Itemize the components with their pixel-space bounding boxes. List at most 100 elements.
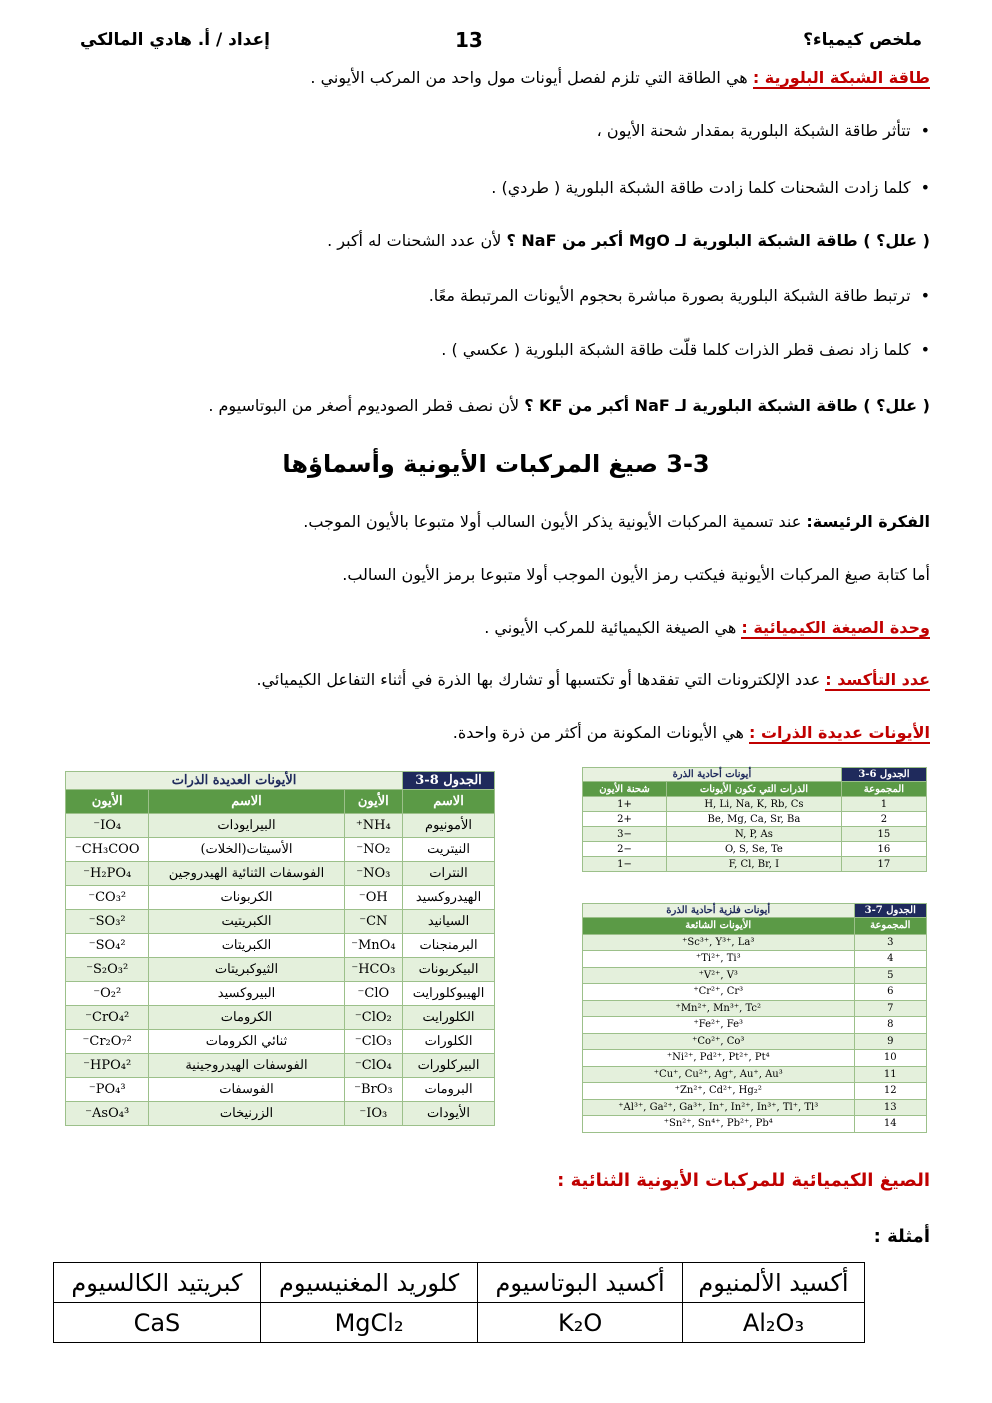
text: لأن عدد الشحنات له أكبر . [327,231,502,250]
cell: N, P, As [666,826,842,842]
header-row: المجموعة الذرات التي تكون الأيونات شحنة ال… [581,781,928,797]
compound-name: كلوريد المغنيسيوم [259,1262,479,1303]
table-8-3: الجدول 8-3 الأيونات العديدة الذرات الاسم ال… [64,771,495,1126]
table-row: 15 N, P, As −3 [581,826,928,842]
cell: ClO⁻ [343,981,404,1006]
cell: 11 [853,1065,928,1083]
cell: Ni²⁺, Pd²⁺, Pt²⁺, Pt⁴⁺ [582,1049,855,1067]
author: إعداد / أ. هادي المالكي [80,30,270,50]
cell: 8 [853,1016,928,1034]
question: ( علل؟ ) طاقة الشبكة البلورية لـ MgO أكب… [506,231,930,250]
table-row: النيتريت NO₂⁻ الأسيتات(الخلات) CH₃COO⁻ [64,837,495,862]
table-row: 2 Be, Mg, Ca, Sr, Ba +2 [581,811,928,827]
bullet-item: ترتبط طاقة الشبكة البلورية بصورة مباشرة … [429,286,930,305]
cell: Cu⁺, Cu²⁺, Ag⁺, Au⁺, Au³⁺ [582,1065,855,1083]
table-title: الجدول 6-3 [840,767,928,782]
cell: البرومات [402,1077,495,1102]
cell: الفوسفات الهيدروجينية [148,1053,345,1078]
table-body: الجدول 6-3 أيونات أحادية الذرة المجموعة الذ… [581,767,928,872]
table-body: الجدول 7-3 أيونات فلزية أحادية الذرة المجم… [582,903,928,1133]
cell: H, Li, Na, K, Rb, Cs [666,796,842,812]
term: الأيونات عديدة الذرات : [748,723,930,744]
cell: O₂²⁻ [64,981,150,1006]
table-row: 1 H, Li, Na, K, Rb, Cs +1 [581,796,928,812]
title-row: الجدول 7-3 أيونات فلزية أحادية الذرة [582,903,928,918]
table-subtitle: الأيونات العديدة الذرات [64,771,404,790]
cell: الكبريتيت [148,909,345,934]
cell: البيروكسيد [148,981,345,1006]
table-row: البرمنجنات MnO₄⁻ الكبريتات SO₄²⁻ [64,933,495,958]
cell: −3 [581,826,668,842]
table-row: 11 Cu⁺, Cu²⁺, Ag⁺, Au⁺, Au³⁺ [582,1065,928,1083]
bullet-item: تتأثر طاقة الشبكة البلورية بمقدار شحنة ا… [597,121,930,140]
cell: 15 [840,826,928,842]
text-line: الفكرة الرئيسة: عند تسمية المركبات الأيو… [40,512,930,531]
bullet-item: كلما زاد نصف قطر الذرات كلما قلّت طاقة ا… [441,340,930,359]
cell: V²⁺, V³⁺ [582,966,855,984]
table-row: الكلورايت ClO₂⁻ الكرومات CrO₄²⁻ [64,1005,495,1030]
text: أما كتابة صيغ المركبات الأيونية فيكتب رم… [342,565,930,584]
cell: OH⁻ [343,885,404,910]
cell: MnO₄⁻ [343,933,404,958]
table-body: أكسيد الألمنيوم أكسيد البوتاسيوم كلوريد ال… [53,1262,866,1343]
formula: MgCl₂ [259,1302,479,1343]
text: هي الصيغة الكيميائية للمركب الأيوني . [484,618,737,637]
cell: Cr²⁺, Cr³⁺ [582,983,855,1001]
cell: الفوسفات [148,1077,345,1102]
cell: الفوسفات الثنائية الهيدروجين [148,861,345,886]
table-row: 7 Mn²⁺, Mn³⁺, Tc²⁺ [582,999,928,1017]
cell: S₂O₃²⁻ [64,957,150,982]
column-header: المجموعة [840,781,928,797]
header-row: الاسم الأيون الاسم الأيون [64,789,495,814]
table-row: 3 Sc³⁺, Y³⁺, La³⁺ [582,933,928,951]
table-title: الجدول 7-3 [853,903,928,918]
text: عدد الإلكترونات التي تفقدها أو تكتسبها أ… [256,670,821,689]
examples-label: أمثلة : [873,1226,930,1247]
table-row: الهيبوكلورايت ClO⁻ البيروكسيد O₂²⁻ [64,981,495,1006]
cell: HCO₃⁻ [343,957,404,982]
text: هي الطاقة التي تلزم لفصل أيونات مول واحد… [310,68,748,87]
cell: الكبريتات [148,933,345,958]
column-header: الأيون [64,789,150,814]
table-row: السيانيد CN⁻ الكبريتيت SO₃²⁻ [64,909,495,934]
cell: الهيدروكسيد [402,885,495,910]
compound-name: أكسيد البوتاسيوم [477,1262,683,1303]
cell: +2 [581,811,668,827]
column-header: الاسم [402,789,495,814]
cell: الزرنيخات [148,1101,345,1126]
text-line: أما كتابة صيغ المركبات الأيونية فيكتب رم… [40,565,930,584]
cell: Sn²⁺, Sn⁴⁺, Pb²⁺, Pb⁴⁺ [582,1115,855,1133]
cell: الكلورات [402,1029,495,1054]
cell: NO₃⁻ [343,861,404,886]
text-line: تتأثر طاقة الشبكة البلورية بمقدار شحنة ا… [40,121,930,140]
cell: BrO₃⁻ [343,1077,404,1102]
cell: Sc³⁺, Y³⁺, La³⁺ [582,933,855,951]
cell: الكربونات [148,885,345,910]
cell: البيركلورات [402,1053,495,1078]
cell: CO₃²⁻ [64,885,150,910]
cell: 5 [853,966,928,984]
cell: CN⁻ [343,909,404,934]
cell: البيرايودات [148,813,345,838]
examples-table: أكسيد الألمنيوم أكسيد البوتاسيوم كلوريد ال… [53,1262,866,1343]
cell: PO₄³⁻ [64,1077,150,1102]
column-header: الأيونات الشائعة [582,917,855,935]
cell: Fe²⁺, Fe³⁺ [582,1016,855,1034]
table-title: الجدول 8-3 [402,771,495,790]
column-header: الذرات التي تكون الأيونات [666,781,842,797]
cell: NO₂⁻ [343,837,404,862]
cell: 7 [853,999,928,1017]
cell: CrO₄²⁻ [64,1005,150,1030]
cell: IO₃⁻ [343,1101,404,1126]
cell: 4 [853,950,928,968]
text-line: كلما زاد نصف قطر الذرات كلما قلّت طاقة ا… [40,340,930,359]
cell: NH₄⁺ [343,813,404,838]
table-row: البرومات BrO₃⁻ الفوسفات PO₄³⁻ [64,1077,495,1102]
cell: Cr₂O₇²⁻ [64,1029,150,1054]
cell: 3 [853,933,928,951]
cell: ثنائي الكرومات [148,1029,345,1054]
cell: SO₃²⁻ [64,909,150,934]
table-subtitle: أيونات أحادية الذرة [582,767,842,782]
cell: HPO₄²⁻ [64,1053,150,1078]
